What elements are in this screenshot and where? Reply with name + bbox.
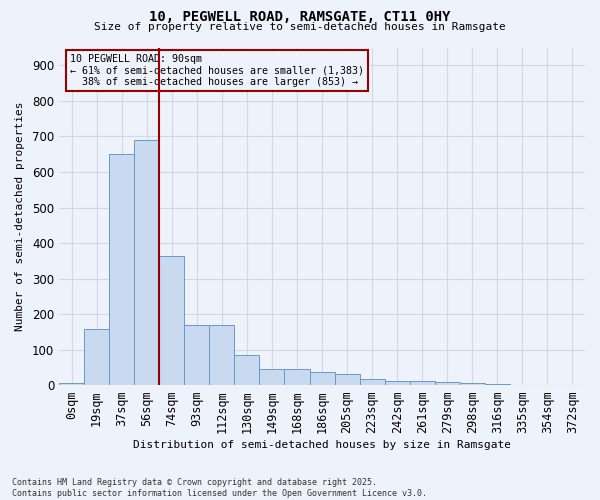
Bar (359, 380, 385, 386)
Bar (159, 256, 184, 386)
Bar (310, 372, 335, 386)
Text: Size of property relative to semi-detached houses in Ramsgate: Size of property relative to semi-detach… (94, 22, 506, 32)
Bar (485, 384, 510, 386)
Bar (460, 382, 485, 386)
Bar (410, 381, 435, 386)
Bar (59, 382, 84, 386)
Bar (235, 355, 259, 386)
Bar (134, 140, 159, 386)
Y-axis label: Number of semi-detached properties: Number of semi-detached properties (15, 102, 25, 331)
Bar (209, 325, 235, 386)
Text: 10 PEGWELL ROAD: 90sqm
← 61% of semi-detached houses are smaller (1,383)
  38% o: 10 PEGWELL ROAD: 90sqm ← 61% of semi-det… (70, 54, 364, 88)
Bar (259, 368, 284, 386)
Text: 10, PEGWELL ROAD, RAMSGATE, CT11 0HY: 10, PEGWELL ROAD, RAMSGATE, CT11 0HY (149, 10, 451, 24)
Bar (109, 154, 134, 386)
Bar (284, 368, 310, 386)
Bar (435, 382, 460, 386)
Bar (84, 328, 109, 386)
X-axis label: Distribution of semi-detached houses by size in Ramsgate: Distribution of semi-detached houses by … (133, 440, 511, 450)
Bar (335, 374, 359, 386)
Bar (385, 381, 410, 386)
Text: Contains HM Land Registry data © Crown copyright and database right 2025.
Contai: Contains HM Land Registry data © Crown c… (12, 478, 427, 498)
Bar (184, 325, 209, 386)
